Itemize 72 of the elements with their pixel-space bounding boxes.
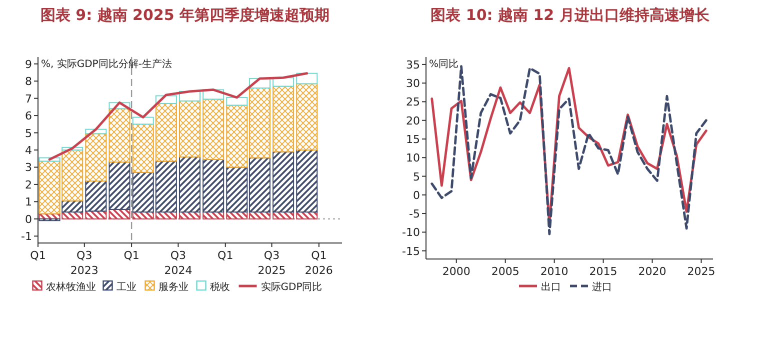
bar xyxy=(108,208,130,220)
legend-label: 出口 xyxy=(541,281,561,293)
bar xyxy=(85,133,107,182)
bar xyxy=(226,96,248,106)
bar xyxy=(178,100,201,158)
bar xyxy=(296,83,318,150)
bar xyxy=(272,86,294,152)
x-tick-label: 2015 xyxy=(589,265,618,278)
x-tick-label: 2010 xyxy=(540,265,568,278)
bar xyxy=(178,156,201,212)
bar xyxy=(108,108,130,163)
y-tick-label: -1 xyxy=(21,230,32,244)
y-tick-label: 3 xyxy=(25,161,32,174)
x-tick-label: 2005 xyxy=(491,265,520,278)
bar xyxy=(132,172,154,212)
bar xyxy=(38,160,60,214)
bar xyxy=(202,98,224,160)
legend-label: 实际GDP同比 xyxy=(260,281,322,293)
y-tick-label: 2 xyxy=(25,178,32,192)
bar xyxy=(132,124,154,173)
x-tick-label: 2020 xyxy=(638,265,666,278)
chart-title: 图表 9: 越南 2025 年第四季度增速超预期 xyxy=(40,6,330,24)
y-tick-label: 6 xyxy=(25,110,32,123)
bar xyxy=(226,104,248,168)
bar xyxy=(62,200,84,212)
y-tick-label: 1 xyxy=(25,196,32,209)
x-tick-label: Q1 xyxy=(30,249,46,262)
bar xyxy=(202,158,224,212)
legend-label: 税收 xyxy=(210,281,230,293)
x-tick-label: Q3 2023 xyxy=(70,249,98,277)
legend-label: 工业 xyxy=(116,281,136,293)
bar xyxy=(62,150,84,202)
bar xyxy=(248,88,270,158)
bar xyxy=(132,116,154,125)
bar xyxy=(85,180,107,212)
x-tick-label: Q3 2024 xyxy=(164,249,192,277)
bar xyxy=(155,160,177,212)
bar xyxy=(85,210,107,220)
y-tick-label: 8 xyxy=(25,75,32,88)
x-tick-label: Q3 2025 xyxy=(258,249,286,277)
chart-title: 图表 10: 越南 12 月进出口维持高速增长 xyxy=(430,6,710,24)
y-tick-label: 15 xyxy=(406,132,420,146)
y-tick-label: 9 xyxy=(25,58,32,71)
y-tick-label: -15 xyxy=(402,244,420,258)
y-tick-label: 35 xyxy=(406,58,420,72)
y-tick-label: 10 xyxy=(406,152,420,165)
bar xyxy=(272,151,294,212)
bar xyxy=(108,162,130,210)
y-tick-label: 4 xyxy=(25,144,32,157)
y-tick-label: 7 xyxy=(25,92,32,106)
legend-label: 进口 xyxy=(592,281,612,293)
y-tick-label: 5 xyxy=(413,170,420,184)
legend-label: 农林牧渔业 xyxy=(46,281,96,293)
legend-label: 服务业 xyxy=(158,281,188,293)
x-tick-label: Q1 xyxy=(124,249,140,262)
y-tick-label: 0 xyxy=(25,212,32,226)
y-tick-label: 20 xyxy=(406,114,420,128)
y-axis-title: %同比 xyxy=(429,58,459,70)
y-tick-label: -5 xyxy=(409,208,420,221)
bar xyxy=(248,157,270,212)
y-tick-label: -10 xyxy=(402,226,420,240)
x-tick-label: 2000 xyxy=(442,265,470,278)
x-tick-label: Q1 xyxy=(218,249,234,262)
x-tick-label: 2025 xyxy=(687,265,716,278)
y-tick-label: 25 xyxy=(406,96,420,109)
y-tick-label: 30 xyxy=(406,77,420,90)
bar xyxy=(226,166,248,212)
x-tick-label: Q1 2026 xyxy=(304,249,333,277)
y-tick-label: 0 xyxy=(413,188,420,202)
bar xyxy=(296,150,318,212)
y-tick-label: 5 xyxy=(25,126,32,140)
bar xyxy=(155,103,177,162)
